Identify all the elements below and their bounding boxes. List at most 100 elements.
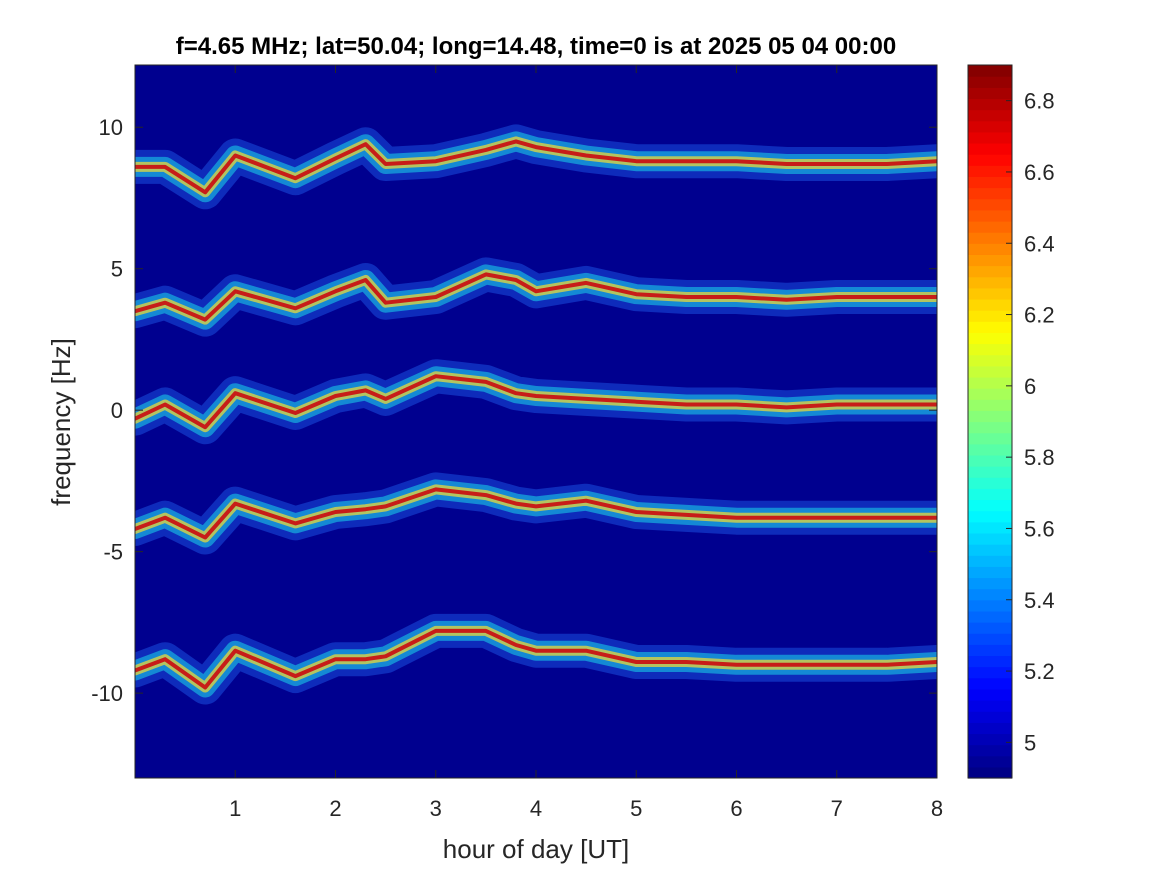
colorbar-swatch <box>968 766 1012 779</box>
colorbar-swatch <box>968 321 1012 333</box>
colorbar-tick-label: 5.8 <box>1024 445 1055 470</box>
x-tick-label: 3 <box>430 796 442 821</box>
x-tick-label: 5 <box>630 796 642 821</box>
colorbar-swatch <box>968 98 1012 111</box>
colorbar-swatch <box>968 510 1012 523</box>
colorbar-swatch <box>968 109 1012 122</box>
x-tick-label: 8 <box>931 796 943 821</box>
spectrogram-traces <box>135 124 937 705</box>
colorbar-swatch <box>968 499 1012 512</box>
colorbar-swatch <box>968 622 1012 634</box>
colorbar-swatch <box>968 722 1012 735</box>
colorbar-swatch <box>968 254 1012 267</box>
colorbar-tick-label: 5 <box>1024 730 1036 755</box>
y-tick-label: 5 <box>111 257 123 282</box>
colorbar-tick-label: 6.2 <box>1024 303 1055 328</box>
colorbar-swatch <box>968 388 1012 400</box>
x-tick-label: 1 <box>229 796 241 821</box>
colorbar-swatch <box>968 120 1012 133</box>
colorbar-swatch <box>968 655 1012 668</box>
x-tick-label: 2 <box>329 796 341 821</box>
colorbar-swatch <box>968 154 1012 166</box>
y-axis-label: frequency [Hz] <box>46 338 76 506</box>
colorbar-swatch <box>968 477 1012 489</box>
colorbar-swatch <box>968 532 1012 545</box>
colorbar-swatch <box>968 599 1012 612</box>
colorbar-swatch <box>968 421 1012 434</box>
colorbar-swatch <box>968 76 1012 88</box>
colorbar-swatch <box>968 365 1012 378</box>
colorbar-swatch <box>968 65 1012 77</box>
colorbar-swatch <box>968 276 1012 289</box>
colorbar-swatch <box>968 443 1012 456</box>
colorbar-swatch <box>968 432 1012 445</box>
colorbar-tick-label: 6 <box>1024 374 1036 399</box>
colorbar-swatch <box>968 198 1012 211</box>
colorbar-swatch <box>968 633 1012 645</box>
colorbar-swatch <box>968 343 1012 356</box>
colorbar-frame <box>967 64 1013 779</box>
colorbar-tick-label: 5.2 <box>1024 659 1055 684</box>
x-axis-label: hour of day [UT] <box>443 834 629 864</box>
colorbar-swatch <box>968 243 1012 255</box>
colorbar-tick-label: 6.4 <box>1024 231 1055 256</box>
colorbar-swatch <box>968 87 1012 100</box>
trace-2-layer-4 <box>135 272 937 322</box>
colorbar-swatch <box>968 399 1012 411</box>
colorbar <box>967 64 1013 779</box>
colorbar-tick-label: 6.8 <box>1024 89 1055 114</box>
y-tick-label: 10 <box>99 115 123 140</box>
colorbar-swatch <box>968 544 1012 556</box>
y-tick-label: -10 <box>91 681 123 706</box>
colorbar-ticks: 6.8 6.6 6.4 6.2 6 5.8 5.6 5.4 5.2 5 <box>1006 89 1055 755</box>
colorbar-swatch <box>968 711 1012 723</box>
colorbar-swatch <box>968 232 1012 244</box>
colorbar-swatch <box>968 454 1012 467</box>
colorbar-swatch <box>968 555 1012 567</box>
colorbar-swatch <box>968 577 1012 590</box>
colorbar-swatch <box>968 298 1012 311</box>
x-tick-label: 7 <box>831 796 843 821</box>
colorbar-swatch <box>968 644 1012 657</box>
y-tick-label: 0 <box>111 398 123 423</box>
colorbar-swatch <box>968 733 1012 746</box>
y-axis-ticks: 10 5 0 -5 -10 <box>91 115 937 706</box>
x-tick-label: 6 <box>730 796 742 821</box>
trace-5-layer-4 <box>135 628 937 690</box>
colorbar-swatch <box>968 220 1012 233</box>
colorbar-swatch <box>968 354 1012 367</box>
colorbar-swatch <box>968 209 1012 222</box>
colorbar-swatch <box>968 755 1012 768</box>
colorbar-swatch <box>968 521 1012 534</box>
colorbar-swatch <box>968 666 1012 679</box>
colorbar-swatch <box>968 610 1012 623</box>
x-tick-label: 4 <box>530 796 542 821</box>
colorbar-swatch <box>968 265 1012 278</box>
colorbar-swatch <box>968 700 1012 712</box>
colorbar-swatch <box>968 566 1012 579</box>
trace-3-layer-4 <box>135 374 937 430</box>
colorbar-swatch <box>968 688 1012 701</box>
x-axis-ticks: 1 2 3 4 5 6 7 8 <box>229 65 943 821</box>
colorbar-swatch <box>968 488 1012 501</box>
colorbar-tick-label: 5.6 <box>1024 516 1055 541</box>
colorbar-swatch <box>968 176 1012 189</box>
colorbar-swatch <box>968 310 1012 322</box>
colorbar-swatch <box>968 187 1012 200</box>
colorbar-tick-label: 6.6 <box>1024 160 1055 185</box>
colorbar-tick-label: 5.4 <box>1024 588 1055 613</box>
trace-1-layer-4 <box>135 139 937 195</box>
trace-4-layer-4 <box>135 487 937 540</box>
y-tick-label: -5 <box>103 540 123 565</box>
colorbar-swatch <box>968 376 1012 389</box>
colorbar-swatch <box>968 332 1012 345</box>
colorbar-swatch <box>968 142 1012 155</box>
colorbar-swatch <box>968 677 1012 690</box>
colorbar-swatch <box>968 131 1012 144</box>
colorbar-swatch <box>968 410 1012 423</box>
colorbar-swatch <box>968 287 1012 300</box>
chart-title: f=4.65 MHz; lat=50.04; long=14.48, time=… <box>176 33 896 60</box>
colorbar-swatch <box>968 165 1012 178</box>
colorbar-swatch <box>968 466 1012 478</box>
